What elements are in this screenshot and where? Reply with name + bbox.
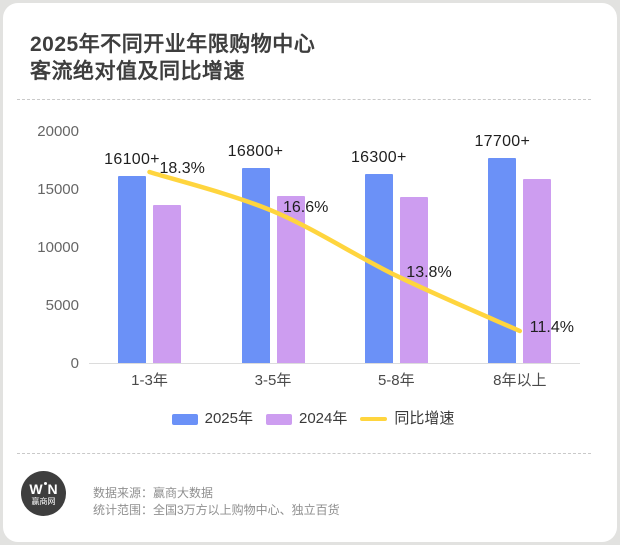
x-axis-category-label: 3-5年 <box>254 372 292 389</box>
logo-label: 赢商网 <box>31 496 56 506</box>
y-axis-tick-label: 20000 <box>37 123 79 140</box>
y-axis-tick-label: 15000 <box>37 181 79 198</box>
legend-item: 同比增速 <box>360 411 454 427</box>
growth-line <box>147 169 523 334</box>
chart-title: 2025年不同开业年限购物中心 客流绝对值及同比增速 <box>30 31 590 85</box>
statistic-scope-note: 统计范围：全国3万方以上购物中心、独立百货 <box>93 502 340 517</box>
legend-item: 2025年 <box>171 410 253 427</box>
footer-notes: 数据来源：赢商大数据 统计范围：全国3万方以上购物中心、独立百货 <box>93 485 340 518</box>
legend-label: 2024年 <box>298 410 348 427</box>
data-source-note: 数据来源：赢商大数据 <box>93 486 214 500</box>
logo-dot-icon <box>43 481 47 485</box>
growth-value-label: 18.3% <box>159 160 205 178</box>
bar-value-label: 16100+ <box>104 151 160 169</box>
legend-item: 2024年 <box>265 410 348 427</box>
y-axis-tick-label: 10000 <box>37 239 79 256</box>
y-axis-tick-label: 5000 <box>45 297 79 314</box>
growth-value-label: 16.6% <box>283 199 329 217</box>
separator-top <box>17 99 591 100</box>
x-axis-category-label: 1-3年 <box>131 372 168 389</box>
legend-bar-swatch-icon <box>265 413 292 425</box>
growth-value-label: 11.4% <box>529 319 574 336</box>
chart-title-line2: 客流绝对值及同比增速 <box>30 60 245 83</box>
bar-2024 <box>153 205 181 363</box>
bar-2025 <box>118 176 146 363</box>
chart-legend: 2025年 2024年 同比增速 <box>3 407 617 431</box>
bar-line-chart: 0 5000 10000 15000 20000 16100+ 18.3% 1-3年 16800… <box>3 103 617 443</box>
bar-2024 <box>523 178 552 363</box>
y-axis-tick-label: 0 <box>70 355 79 372</box>
legend-line-swatch-icon <box>360 417 388 421</box>
legend-bar-swatch-icon <box>171 413 198 425</box>
separator-bottom <box>17 453 591 454</box>
bar-value-label: 17700+ <box>474 132 531 150</box>
legend-label: 同比增速 <box>394 410 455 427</box>
x-axis-category-label: 5-8年 <box>377 372 415 389</box>
chart-title-line1: 2025年不同开业年限购物中心 <box>30 33 316 56</box>
x-axis-category-label: 8年以上 <box>493 372 547 389</box>
legend-label: 2025年 <box>204 410 253 427</box>
growth-value-label: 13.8% <box>406 263 452 281</box>
bar-value-label: 16800+ <box>227 143 284 161</box>
growth-line-path <box>147 169 523 334</box>
bar-value-label: 16300+ <box>350 148 407 166</box>
x-axis-line <box>89 363 580 364</box>
chart-card: 2025年不同开业年限购物中心 客流绝对值及同比增速 0 5000 10000 150… <box>3 3 617 542</box>
